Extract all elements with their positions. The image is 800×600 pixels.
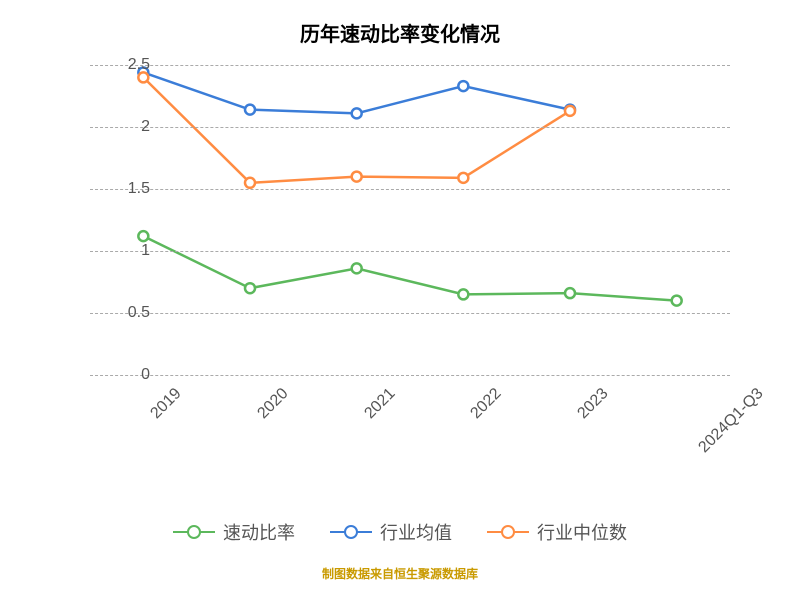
series-line — [143, 236, 676, 300]
series-marker — [352, 108, 362, 118]
y-axis-label: 2.5 — [110, 56, 150, 74]
y-axis-label: 2 — [110, 118, 150, 136]
legend-marker — [330, 531, 372, 534]
y-axis-label: 1.5 — [110, 180, 150, 198]
series-marker — [565, 288, 575, 298]
y-axis-label: 1 — [110, 242, 150, 260]
legend-label: 行业中位数 — [537, 519, 627, 545]
chart-container: 历年速动比率变化情况 速动比率 行业均值 行业中位数 制图数据来自恒生聚源数据库 0… — [0, 0, 800, 600]
legend-label: 行业均值 — [380, 519, 452, 545]
grid-line — [90, 65, 730, 66]
series-marker — [352, 172, 362, 182]
x-axis-label: 2024Q1-Q3 — [695, 385, 767, 457]
plot-area — [90, 65, 730, 375]
x-axis-label: 2022 — [468, 385, 506, 423]
series-marker — [245, 105, 255, 115]
series-line — [143, 77, 570, 182]
legend-marker — [173, 531, 215, 534]
legend-item: 行业均值 — [330, 519, 452, 545]
grid-line — [90, 127, 730, 128]
series-marker — [245, 283, 255, 293]
series-marker — [565, 106, 575, 116]
chart-svg — [90, 65, 730, 375]
grid-line — [90, 189, 730, 190]
grid-line — [90, 375, 730, 376]
grid-line — [90, 251, 730, 252]
x-axis-label: 2021 — [361, 385, 399, 423]
legend-label: 速动比率 — [223, 519, 295, 545]
chart-footer: 制图数据来自恒生聚源数据库 — [0, 565, 800, 582]
series-marker — [458, 81, 468, 91]
chart-title: 历年速动比率变化情况 — [0, 0, 800, 47]
y-axis-label: 0.5 — [110, 304, 150, 322]
series-marker — [672, 296, 682, 306]
x-axis-label: 2023 — [574, 385, 612, 423]
series-marker — [138, 231, 148, 241]
x-axis-label: 2020 — [254, 385, 292, 423]
grid-line — [90, 313, 730, 314]
legend: 速动比率 行业均值 行业中位数 — [0, 519, 800, 545]
legend-item: 行业中位数 — [487, 519, 627, 545]
series-marker — [245, 178, 255, 188]
series-marker — [458, 173, 468, 183]
series-marker — [352, 263, 362, 273]
y-axis-label: 0 — [110, 366, 150, 384]
legend-item: 速动比率 — [173, 519, 295, 545]
legend-marker — [487, 531, 529, 534]
series-marker — [458, 289, 468, 299]
x-axis-label: 2019 — [148, 385, 186, 423]
